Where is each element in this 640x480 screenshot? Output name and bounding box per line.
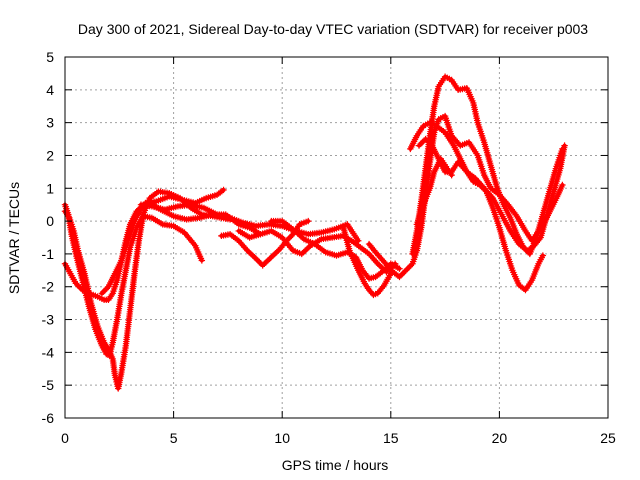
tick-layer: 0 5 10 15 20 25 -6 -5 -4 -3 -2 -1 0 1 2 3 4 5 [42, 49, 616, 446]
data-point [396, 265, 403, 272]
series-line [367, 114, 565, 279]
y-tick-label: 0 [46, 213, 54, 229]
x-tick-label: 20 [492, 430, 508, 446]
grid-layer [65, 57, 608, 418]
series-arc13 [415, 135, 568, 254]
y-tick-label: 2 [46, 147, 54, 163]
x-tick-label: 10 [274, 430, 290, 446]
series-arc10 [365, 112, 566, 281]
data-point [305, 217, 312, 225]
y-tick-label: -6 [42, 410, 55, 426]
plot-frame [64, 56, 609, 419]
data-point [561, 142, 568, 149]
chart-title: Day 300 of 2021, Sidereal Day-to-day VTE… [78, 21, 588, 37]
series-arc9 [339, 222, 394, 299]
y-tick-label: 5 [46, 49, 54, 65]
series-arc5 [137, 201, 362, 244]
y-tick-label: -1 [42, 246, 55, 262]
data-point [539, 252, 547, 259]
y-tick-label: -2 [42, 279, 55, 295]
y-tick-label: 1 [46, 180, 54, 196]
series-arc14 [413, 155, 455, 228]
data-point [448, 171, 455, 179]
data-point [198, 257, 206, 264]
y-tick-label: -5 [42, 377, 55, 393]
x-axis-label: GPS time / hours [282, 457, 389, 473]
data-point [559, 181, 566, 189]
x-tick-label: 0 [61, 430, 69, 446]
y-tick-label: -4 [42, 344, 55, 360]
y-axis-label: SDTVAR / TECUs [6, 182, 22, 294]
y-tick-label: 3 [46, 115, 54, 131]
y-tick-label: -3 [42, 312, 55, 328]
data-layer [61, 73, 568, 392]
x-tick-label: 5 [170, 430, 178, 446]
x-tick-label: 15 [383, 430, 399, 446]
x-tick-label: 25 [600, 430, 616, 446]
data-point [220, 186, 227, 194]
y-tick-label: 4 [46, 82, 54, 98]
